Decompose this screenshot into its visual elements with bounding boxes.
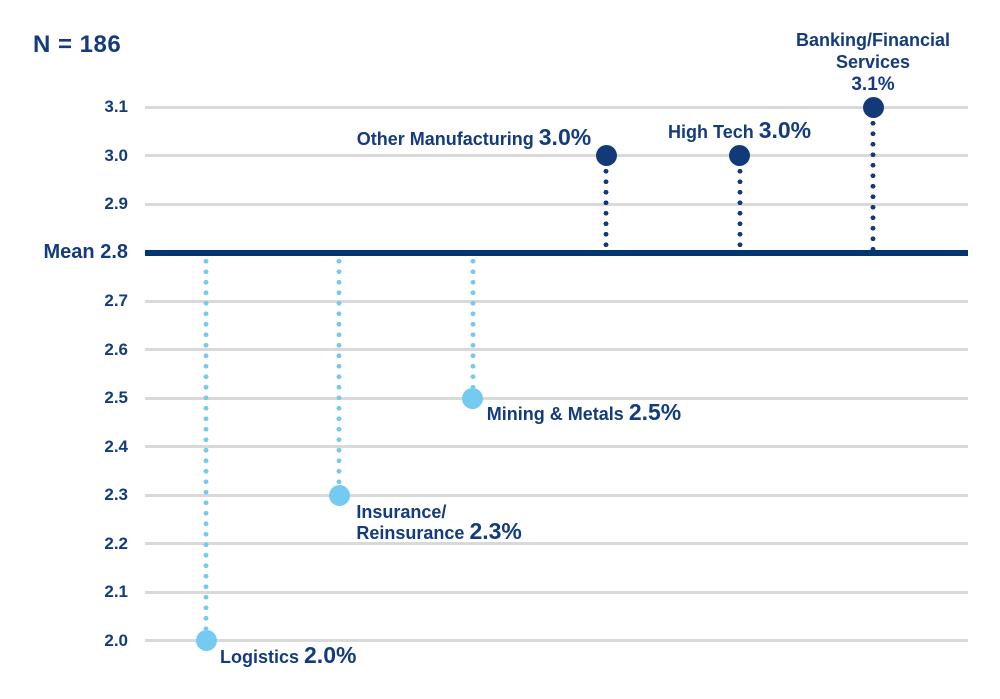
point-name-line: Services [835,52,911,72]
gridline [145,202,968,206]
data-point-other-manufacturing [595,145,617,166]
point-label-logistics: Logistics 2.0% [220,641,357,668]
gridline [145,493,968,497]
point-value-text: 2.5% [628,399,682,425]
gridline [145,639,968,642]
gridline [145,590,968,594]
y-tick-label: 2.7 [104,291,128,310]
point-value-text: 2.0% [304,641,357,668]
mean-label: Mean 2.8 [43,240,128,263]
y-tick-label: 2.3 [104,485,128,504]
connector-line-logistics [203,255,209,630]
connector-line-other-manufacturing [603,166,610,250]
gridline [145,105,968,109]
data-point-mining-metals [462,387,484,409]
connector-line-high-tech [736,166,743,250]
connector-line-banking-financial-services [870,117,876,250]
connector-line-mining-metals [469,255,476,388]
gridline [145,348,968,351]
point-name-text: High Tech [668,121,759,142]
gridline [145,445,968,448]
y-tick-label: 2.4 [104,436,128,456]
point-name-line: Reinsurance 2.3% [356,520,521,543]
data-point-insurance-reinsurance [328,484,350,506]
y-tick-label: 2.6 [104,339,128,359]
y-tick-label: 2.9 [104,194,128,213]
gridline [145,299,968,303]
gridline [145,154,968,157]
sample-size-label: N = 186 [33,31,122,58]
point-value-text: 3.0% [758,116,812,143]
y-tick-label: 2.5 [104,388,128,407]
data-point-logistics [195,630,217,651]
point-name-text: Reinsurance [356,523,470,543]
point-value-text: 2.3% [469,518,522,544]
gridline [145,542,968,545]
point-label-mining-metals: Mining & Metals 2.5% [487,401,681,425]
point-label-insurance-reinsurance: Insurance/Reinsurance 2.3% [356,503,521,543]
point-name-text: Mining & Metals [486,404,629,424]
point-name-line: Insurance/ [356,502,447,522]
y-tick-label: 3.0 [104,145,128,165]
mean-line [145,249,968,256]
y-tick-label: 2.2 [104,533,128,553]
point-name-text: Logistics [220,646,305,667]
point-value-line: 3.1% [796,73,950,96]
point-label-banking-financial-services: Banking/Financial Services 3.1% [796,29,950,96]
point-label-high-tech: High Tech 3.0% [668,116,812,143]
point-value-text: 3.1% [851,74,895,95]
point-name-text: Other Manufacturing [356,128,539,149]
point-name-line: Banking/Financial [795,30,951,50]
data-point-high-tech [729,145,751,166]
gridline [145,396,968,400]
y-tick-label: 2.0 [104,630,128,650]
y-tick-label: 2.1 [104,582,128,601]
connector-line-insurance-reinsurance [336,255,343,485]
point-value-text: 3.0% [538,123,592,150]
y-tick-label: 3.1 [104,97,128,116]
point-label-other-manufacturing: Other Manufacturing 3.0% [356,123,592,150]
data-point-banking-financial-services [862,96,884,118]
